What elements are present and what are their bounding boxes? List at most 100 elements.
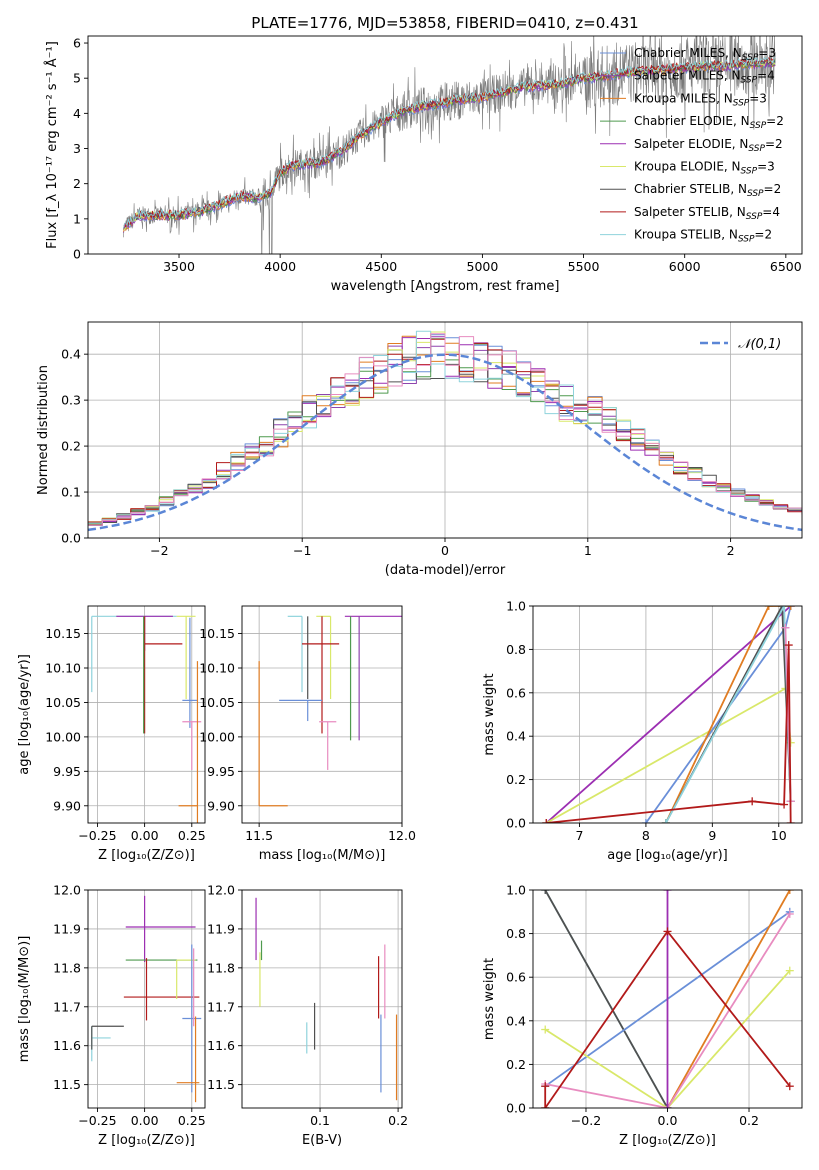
y-tick-label: 0 <box>73 247 81 262</box>
legend-label: Salpeter STELIB, NSSP=4 <box>634 205 780 222</box>
series-line <box>545 913 791 1108</box>
legend-label: Salpeter MILES, NSSP=4 <box>634 69 775 86</box>
legend-eq: = <box>764 182 774 196</box>
y-tick-label: 10.00 <box>45 729 81 744</box>
y-tick-label: 0.6 <box>506 685 526 700</box>
legend-sep: , N <box>725 46 742 60</box>
legend-nssp: 2 <box>775 137 783 151</box>
legend-sub: SSP <box>746 212 763 222</box>
y-tick-label: 0.3 <box>61 393 81 408</box>
y-axis-label: age [log₁₀(age/yr)] <box>17 654 32 775</box>
legend-name: Kroupa ELODIE <box>634 160 724 174</box>
x-tick-label: 9 <box>708 828 716 843</box>
errorbar-point <box>302 616 340 734</box>
legend-nssp: 2 <box>764 228 772 242</box>
x-axis-label: (data-model)/error <box>385 563 506 578</box>
x-tick-label: 5000 <box>467 259 499 274</box>
axes-frame <box>87 889 206 1109</box>
legend-name: Kroupa MILES <box>634 91 716 105</box>
y-tick-label: 0.0 <box>506 1101 526 1116</box>
x-axis-label: E(B-V) <box>302 1133 342 1148</box>
legend-label: Kroupa STELIB, NSSP=2 <box>634 228 772 245</box>
errorbar-point <box>123 958 200 1021</box>
x-tick-label: 8 <box>642 828 650 843</box>
x-tick-label: 0.25 <box>178 1113 206 1128</box>
y-tick-label: 10.15 <box>199 626 235 641</box>
x-tick-label: 0 <box>441 543 449 558</box>
legend-sep: , N <box>729 205 746 219</box>
y-tick-label: 9.95 <box>53 764 81 779</box>
y-tick-label: 0.4 <box>61 347 81 362</box>
y-tick-label: 0.8 <box>506 926 526 941</box>
legend-label: Kroupa ELODIE, NSSP=3 <box>634 160 775 177</box>
x-tick-label: −0.2 <box>571 1113 601 1128</box>
errorbar-point <box>91 1026 111 1062</box>
legend-name: Kroupa STELIB <box>634 228 721 242</box>
errorbar-point <box>176 615 196 699</box>
y-tick-label: 1.0 <box>506 883 526 898</box>
x-tick-label: −0.25 <box>78 1113 116 1128</box>
legend-name: Salpeter STELIB <box>634 205 729 219</box>
errorbar-point <box>91 615 177 693</box>
series-line <box>665 606 792 823</box>
axes-frame <box>241 605 403 824</box>
x-tick-label: −1 <box>293 543 311 558</box>
legend-eq: = <box>765 137 775 151</box>
legend-label: Chabrier MILES, NSSP=3 <box>634 46 776 63</box>
legend-sep: , N <box>724 160 741 174</box>
y-tick-label: 3 <box>73 141 81 156</box>
y-tick-label: 9.90 <box>53 798 81 813</box>
legend-nssp: 3 <box>767 160 775 174</box>
series-line <box>545 606 792 823</box>
axes-frame <box>87 605 206 824</box>
y-tick-label: 11.9 <box>207 921 235 936</box>
legend-label: 𝒩(0,1) <box>738 337 781 352</box>
x-axis-label: age [log₁₀(age/yr)] <box>607 848 728 863</box>
legend-sep: , N <box>733 114 750 128</box>
x-tick-label: 4500 <box>365 259 397 274</box>
legend-sub: SSP <box>733 98 750 108</box>
x-axis-label: wavelength [Angstrom, rest frame] <box>331 279 560 294</box>
legend-sub: SSP <box>741 76 758 86</box>
panel-mass-vs-Z: −0.25 0.00 0.25 11.5 11.6 11.7 11.8 11.9 12.0 Z [… <box>17 883 206 1149</box>
legend-label: Kroupa MILES, NSSP=3 <box>634 91 767 108</box>
x-tick-label: 10 <box>771 828 787 843</box>
panel-mass-weight-vs-Z: −0.2 0.0 0.2 0.0 0.2 0.4 0.6 0.8 1.0 Z [log₁₀(Z/Z… <box>482 883 803 1148</box>
errorbar-point <box>279 699 322 722</box>
series-line <box>545 687 792 823</box>
legend-sep: , N <box>721 228 738 242</box>
series-line <box>544 970 791 1108</box>
legend-nssp: 4 <box>767 69 775 83</box>
legend-sep: , N <box>730 182 747 196</box>
y-tick-label: 0.2 <box>61 439 81 454</box>
axes-frame <box>87 35 803 255</box>
errorbar-point <box>316 615 332 699</box>
plot-area <box>91 615 202 823</box>
y-tick-label: 12.0 <box>207 883 235 898</box>
x-tick-label: −2 <box>150 543 168 558</box>
y-tick-label: 10.15 <box>45 626 81 641</box>
y-tick-label: 10.00 <box>199 729 235 744</box>
errorbar-point <box>182 944 202 1093</box>
chart-title: PLATE=1776, MJD=53858, FIBERID=0410, z=0… <box>251 14 638 32</box>
x-tick-label: 0.0 <box>658 1113 678 1128</box>
y-tick-label: 0.0 <box>506 816 526 831</box>
x-tick-label: 5500 <box>568 259 600 274</box>
model-spectrum <box>123 56 776 229</box>
x-tick-label: 0.00 <box>131 828 159 843</box>
y-tick-label: 0.8 <box>506 642 526 657</box>
legend-sub: SSP <box>747 189 764 199</box>
y-tick-label: 1.0 <box>506 599 526 614</box>
y-tick-label: 6 <box>73 36 81 51</box>
y-axis-label: Normed distribution <box>36 365 51 495</box>
legend-label: Chabrier ELODIE, NSSP=2 <box>634 114 784 131</box>
errorbar-point <box>91 1025 124 1050</box>
y-tick-label: 0.4 <box>506 729 526 744</box>
x-tick-label: 3500 <box>163 259 195 274</box>
plot-area <box>123 36 776 254</box>
plot-area <box>258 615 402 807</box>
x-tick-label: 6500 <box>770 259 802 274</box>
x-tick-label: 0.25 <box>178 828 206 843</box>
y-tick-label: 5 <box>73 71 81 86</box>
axes-frame <box>532 889 803 1109</box>
